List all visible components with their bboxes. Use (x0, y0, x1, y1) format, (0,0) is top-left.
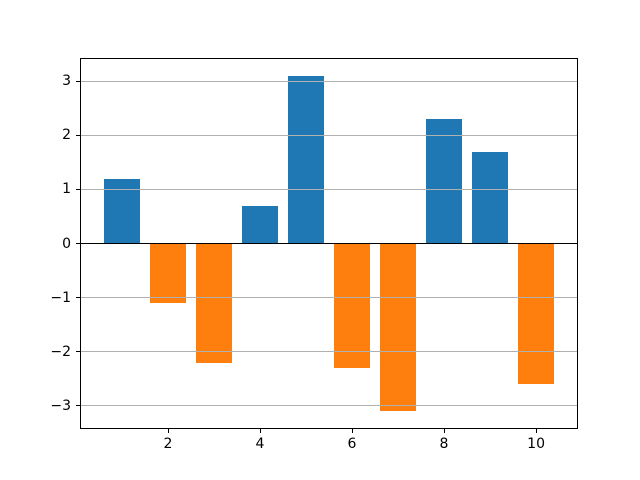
y-tick-label: −1 (50, 289, 71, 306)
bar-x2 (149, 243, 187, 303)
bar-x4 (241, 205, 279, 244)
grid-line-y2 (81, 134, 577, 136)
bar-x3 (195, 243, 233, 363)
zero-line (81, 242, 577, 245)
x-axis-tick (259, 429, 261, 433)
x-axis-tick (535, 429, 537, 433)
y-tick-label: −3 (50, 397, 71, 414)
x-tick-label: 10 (527, 436, 545, 452)
y-axis-tick (76, 80, 80, 82)
bar-x8 (425, 119, 463, 244)
y-tick-label: 2 (62, 127, 71, 144)
y-axis-tick (76, 405, 80, 407)
bar-x7 (379, 243, 417, 412)
grid-line-y3 (81, 80, 577, 82)
y-tick-label: 0 (62, 235, 71, 252)
bar-x10 (517, 243, 555, 385)
bar-x9 (471, 151, 509, 244)
plot-area: −3 −2 −1 0 1 2 3 2 4 6 8 10 (50, 58, 578, 452)
x-tick-label: 6 (347, 436, 357, 452)
y-tick-label: 3 (62, 73, 71, 90)
y-tick-label: 1 (62, 181, 71, 198)
x-tick-label: 8 (439, 436, 449, 452)
bar-x5 (287, 75, 325, 244)
x-tick-label: 4 (255, 436, 265, 452)
grid-line-y1 (81, 188, 577, 190)
x-axis-tick (351, 429, 353, 433)
y-axis-tick (76, 188, 80, 190)
grid-line-y-3 (81, 405, 577, 407)
bar-x6 (333, 243, 371, 368)
y-axis-tick (76, 297, 80, 299)
grid-line-y-1 (81, 297, 577, 299)
y-axis-tick (76, 243, 80, 244)
y-axis-tick (76, 134, 80, 136)
x-tick-label: 2 (163, 436, 173, 452)
x-axis-tick (443, 429, 445, 433)
y-axis-tick (76, 351, 80, 353)
x-axis-tick (167, 429, 169, 433)
y-tick-label: −2 (50, 343, 71, 360)
grid-line-y-2 (81, 351, 577, 353)
